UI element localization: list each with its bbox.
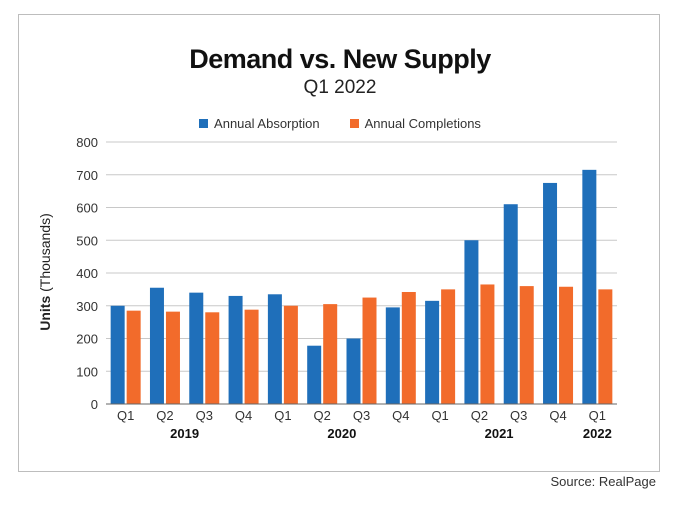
bar-completions-4 <box>283 305 298 404</box>
y-tick-label-0: 0 <box>91 397 98 412</box>
y-tick-label-300: 300 <box>76 299 98 314</box>
bar-completions-0 <box>126 310 141 404</box>
x-tick-label-0: Q1 <box>117 408 134 423</box>
bar-completions-11 <box>559 286 574 404</box>
chart-subtitle: Q1 2022 <box>303 77 377 98</box>
bar-absorption-6 <box>346 338 361 404</box>
bar-absorption-4 <box>267 294 282 404</box>
y-tick-label-400: 400 <box>76 266 98 281</box>
x-tick-label-6: Q3 <box>353 408 370 423</box>
year-label-2022: 2022 <box>583 426 612 441</box>
bar-completions-2 <box>205 312 220 404</box>
bar-absorption-10 <box>503 204 518 404</box>
legend-item-absorption: Annual Absorption <box>199 116 320 131</box>
bar-completions-9 <box>480 284 495 404</box>
x-tick-label-9: Q2 <box>471 408 488 423</box>
bar-absorption-1 <box>149 287 164 404</box>
bar-absorption-8 <box>425 300 440 404</box>
x-tick-label-5: Q2 <box>314 408 331 423</box>
x-tick-label-1: Q2 <box>156 408 173 423</box>
y-tick-label-700: 700 <box>76 168 98 183</box>
source-note: Source: RealPage <box>550 474 656 489</box>
bar-completions-3 <box>244 309 259 404</box>
legend-item-completions: Annual Completions <box>349 116 481 131</box>
bar-absorption-2 <box>189 292 204 404</box>
bar-absorption-9 <box>464 240 479 404</box>
bar-completions-5 <box>323 304 338 404</box>
bar-absorption-12 <box>582 169 597 404</box>
bar-completions-1 <box>165 311 180 404</box>
legend-swatch-absorption <box>199 119 209 128</box>
year-label-2021: 2021 <box>485 426 514 441</box>
bar-absorption-7 <box>385 307 400 404</box>
x-tick-label-3: Q4 <box>235 408 252 423</box>
y-tick-label-500: 500 <box>76 233 98 248</box>
bar-absorption-0 <box>110 305 125 404</box>
x-tick-label-8: Q1 <box>431 408 448 423</box>
y-tick-label-100: 100 <box>76 364 98 379</box>
bar-absorption-3 <box>228 295 243 404</box>
bar-absorption-5 <box>307 345 322 404</box>
y-tick-label-600: 600 <box>76 201 98 216</box>
bar-completions-10 <box>519 286 534 404</box>
x-tick-label-12: Q1 <box>589 408 606 423</box>
legend-label-absorption: Annual Absorption <box>214 116 320 131</box>
year-label-2020: 2020 <box>327 426 356 441</box>
y-tick-label-200: 200 <box>76 332 98 347</box>
y-tick-label-800: 800 <box>76 135 98 150</box>
bar-completions-12 <box>598 289 613 404</box>
bar-absorption-11 <box>543 182 558 404</box>
chart-title: Demand vs. New Supply <box>189 44 491 74</box>
x-tick-label-10: Q3 <box>510 408 527 423</box>
chart-legend: Annual Absorption Annual Completions <box>0 116 680 131</box>
x-tick-label-4: Q1 <box>274 408 291 423</box>
year-label-2019: 2019 <box>170 426 199 441</box>
bar-completions-6 <box>362 297 377 404</box>
x-tick-label-2: Q3 <box>196 408 213 423</box>
x-tick-label-7: Q4 <box>392 408 409 423</box>
bar-completions-7 <box>401 291 416 404</box>
legend-swatch-completions <box>349 119 359 128</box>
legend-label-completions: Annual Completions <box>364 116 481 131</box>
x-tick-label-11: Q4 <box>549 408 566 423</box>
bar-completions-8 <box>441 289 456 404</box>
